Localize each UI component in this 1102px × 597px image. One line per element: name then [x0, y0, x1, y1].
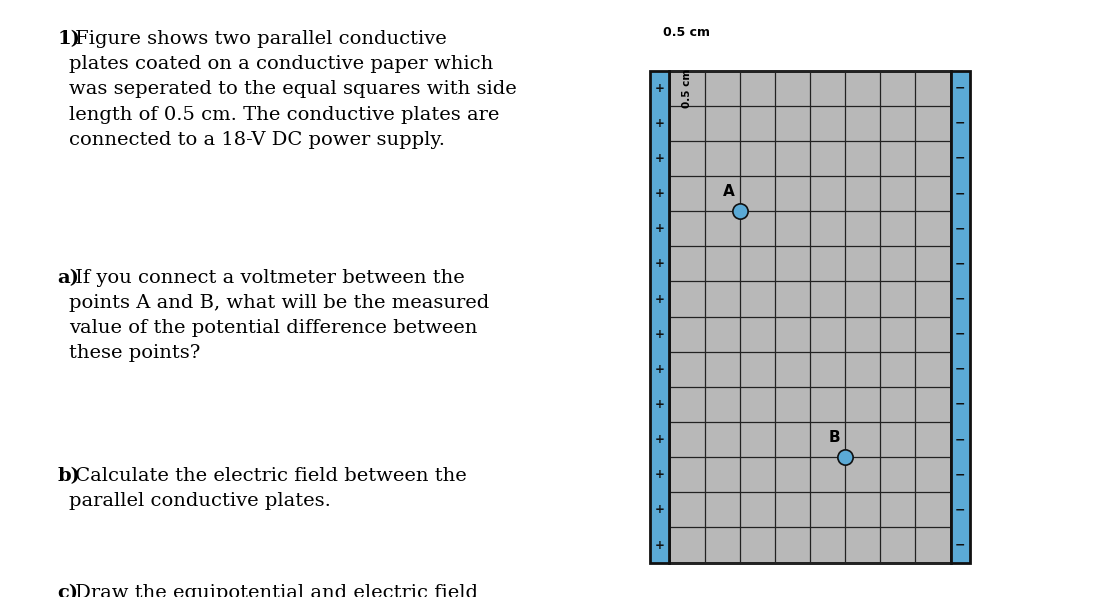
Text: c): c): [57, 584, 78, 597]
Text: −: −: [955, 398, 965, 411]
Text: +: +: [655, 468, 665, 481]
Text: +: +: [655, 117, 665, 130]
Text: a): a): [57, 269, 79, 287]
Text: +: +: [655, 293, 665, 306]
Text: −: −: [955, 187, 965, 200]
Text: If you connect a voltmeter between the
points A and B, what will be the measured: If you connect a voltmeter between the p…: [69, 269, 489, 362]
Text: Calculate the electric field between the
parallel conductive plates.: Calculate the electric field between the…: [69, 467, 467, 510]
Text: Draw the equipotential and electric field
lines on your paper.: Draw the equipotential and electric fiel…: [69, 584, 478, 597]
Text: 0.5 cm: 0.5 cm: [663, 26, 711, 39]
Text: −: −: [955, 293, 965, 306]
Text: −: −: [955, 222, 965, 235]
Text: 0.5 cm: 0.5 cm: [682, 69, 692, 108]
Text: −: −: [955, 468, 965, 481]
Text: +: +: [655, 538, 665, 552]
Bar: [669, 70, 951, 562]
Text: +: +: [655, 82, 665, 95]
Text: −: −: [955, 82, 965, 95]
Text: 1): 1): [57, 30, 80, 48]
Bar: [951, 70, 970, 562]
Text: +: +: [655, 328, 665, 341]
Text: −: −: [955, 152, 965, 165]
Text: −: −: [955, 363, 965, 376]
Text: +: +: [655, 152, 665, 165]
Text: −: −: [955, 328, 965, 341]
Text: +: +: [655, 398, 665, 411]
Text: −: −: [955, 117, 965, 130]
Text: +: +: [655, 363, 665, 376]
Text: Figure shows two parallel conductive
plates coated on a conductive paper which
w: Figure shows two parallel conductive pla…: [69, 30, 517, 149]
Text: B: B: [829, 430, 840, 445]
Text: +: +: [655, 433, 665, 446]
Text: −: −: [955, 538, 965, 552]
Text: +: +: [655, 257, 665, 270]
Text: A: A: [723, 184, 734, 199]
Text: −: −: [955, 257, 965, 270]
Text: −: −: [955, 503, 965, 516]
Text: +: +: [655, 503, 665, 516]
Text: +: +: [655, 187, 665, 200]
Text: b): b): [57, 467, 80, 485]
Text: +: +: [655, 222, 665, 235]
Text: −: −: [955, 433, 965, 446]
Bar: [650, 70, 669, 562]
